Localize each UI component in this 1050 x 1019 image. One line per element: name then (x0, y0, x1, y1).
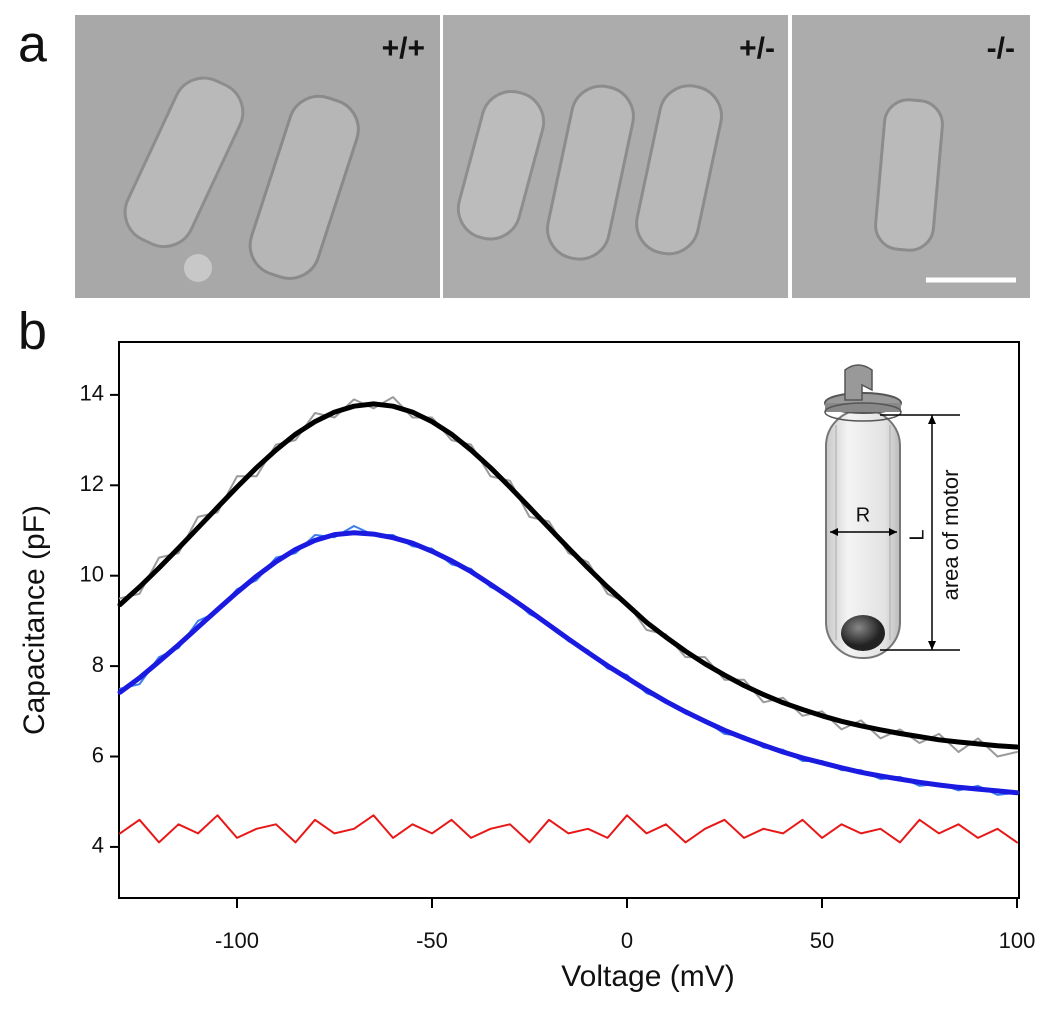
y-tick-label: 8 (92, 652, 104, 677)
genotype-label: -/- (987, 32, 1015, 65)
y-tick-label: 12 (80, 471, 104, 496)
inset-label: R (856, 504, 870, 526)
data-line (119, 814, 1018, 844)
data-line (117, 401, 1020, 750)
genotype-label: +/+ (382, 32, 425, 65)
x-tick-label: 50 (810, 928, 834, 953)
genotype-label: +/- (739, 32, 775, 65)
inset-label: L (906, 529, 928, 540)
x-tick-label: 100 (999, 928, 1036, 953)
y-tick-label: 10 (80, 562, 104, 587)
y-tick-label: 6 (92, 742, 104, 767)
y-tick-label: 4 (92, 833, 104, 858)
x-tick-label: -100 (215, 928, 259, 953)
plot-frame (118, 341, 1020, 899)
x-tick-label: 0 (621, 928, 633, 953)
y-axis-label: Capacitance (pF) (18, 505, 51, 735)
micrograph (792, 15, 1030, 298)
x-axis-label: Voltage (mV) (561, 960, 734, 993)
micrograph (75, 15, 440, 298)
hair-cell-diagram (824, 364, 960, 659)
panel-label: b (18, 303, 47, 361)
y-tick-label: 14 (80, 381, 104, 406)
inset-label: area of motor (938, 470, 963, 601)
micrograph (443, 15, 788, 298)
x-tick-label: -50 (416, 928, 448, 953)
panel-label: a (18, 16, 47, 74)
data-line (117, 530, 1020, 796)
